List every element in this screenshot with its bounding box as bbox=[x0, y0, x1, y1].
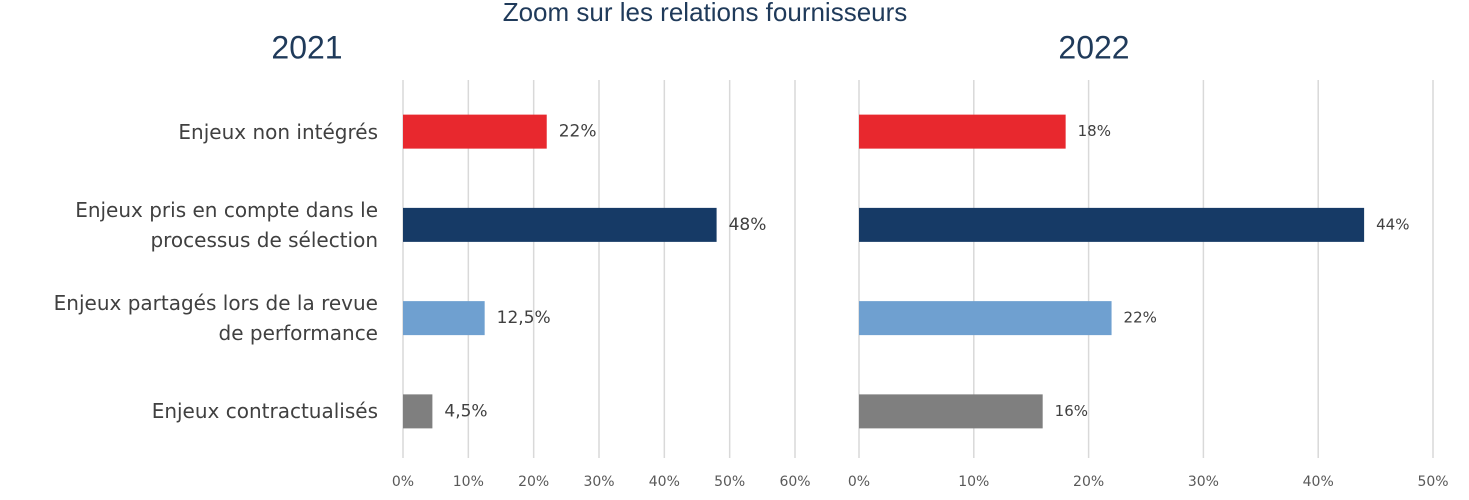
x-tick-label: 30% bbox=[1188, 474, 1219, 490]
x-tick-label: 40% bbox=[1303, 474, 1334, 490]
bar bbox=[859, 394, 1043, 429]
bar bbox=[403, 207, 717, 242]
value-label: 22% bbox=[559, 122, 597, 142]
page-title: Zoom sur les relations fournisseurs bbox=[503, 0, 908, 27]
category-label: Enjeux contractualisés bbox=[151, 399, 378, 424]
x-tick-label: 10% bbox=[453, 474, 484, 490]
x-tick-label: 40% bbox=[649, 474, 680, 490]
x-tick-label: 10% bbox=[958, 474, 989, 490]
bar bbox=[403, 114, 547, 149]
x-tick-label: 50% bbox=[1417, 474, 1448, 490]
x-tick-label: 60% bbox=[779, 474, 810, 490]
chart-title: 2021 bbox=[271, 29, 342, 65]
value-label: 22% bbox=[1124, 309, 1157, 327]
x-tick-label: 20% bbox=[1073, 474, 1104, 490]
value-label: 12,5% bbox=[497, 308, 551, 328]
value-label: 16% bbox=[1055, 402, 1088, 420]
bar bbox=[403, 394, 433, 429]
bar bbox=[859, 301, 1112, 336]
value-label: 44% bbox=[1376, 215, 1409, 233]
category-label: Enjeux non intégrés bbox=[178, 119, 378, 144]
value-label: 48% bbox=[729, 215, 767, 235]
chart-title: 2022 bbox=[1058, 29, 1129, 65]
x-tick-label: 0% bbox=[392, 474, 414, 490]
bar bbox=[859, 114, 1066, 149]
x-tick-label: 20% bbox=[518, 474, 549, 490]
x-tick-label: 30% bbox=[583, 474, 614, 490]
x-tick-label: 50% bbox=[714, 474, 745, 490]
bar bbox=[403, 301, 485, 336]
category-label: Enjeux pris en compte dans le processus … bbox=[75, 197, 378, 252]
value-label: 18% bbox=[1078, 122, 1111, 140]
category-label: Enjeux partagés lors de la revue de perf… bbox=[53, 291, 378, 346]
bar bbox=[859, 207, 1365, 242]
value-label: 4,5% bbox=[444, 401, 487, 421]
x-tick-label: 0% bbox=[848, 474, 870, 490]
